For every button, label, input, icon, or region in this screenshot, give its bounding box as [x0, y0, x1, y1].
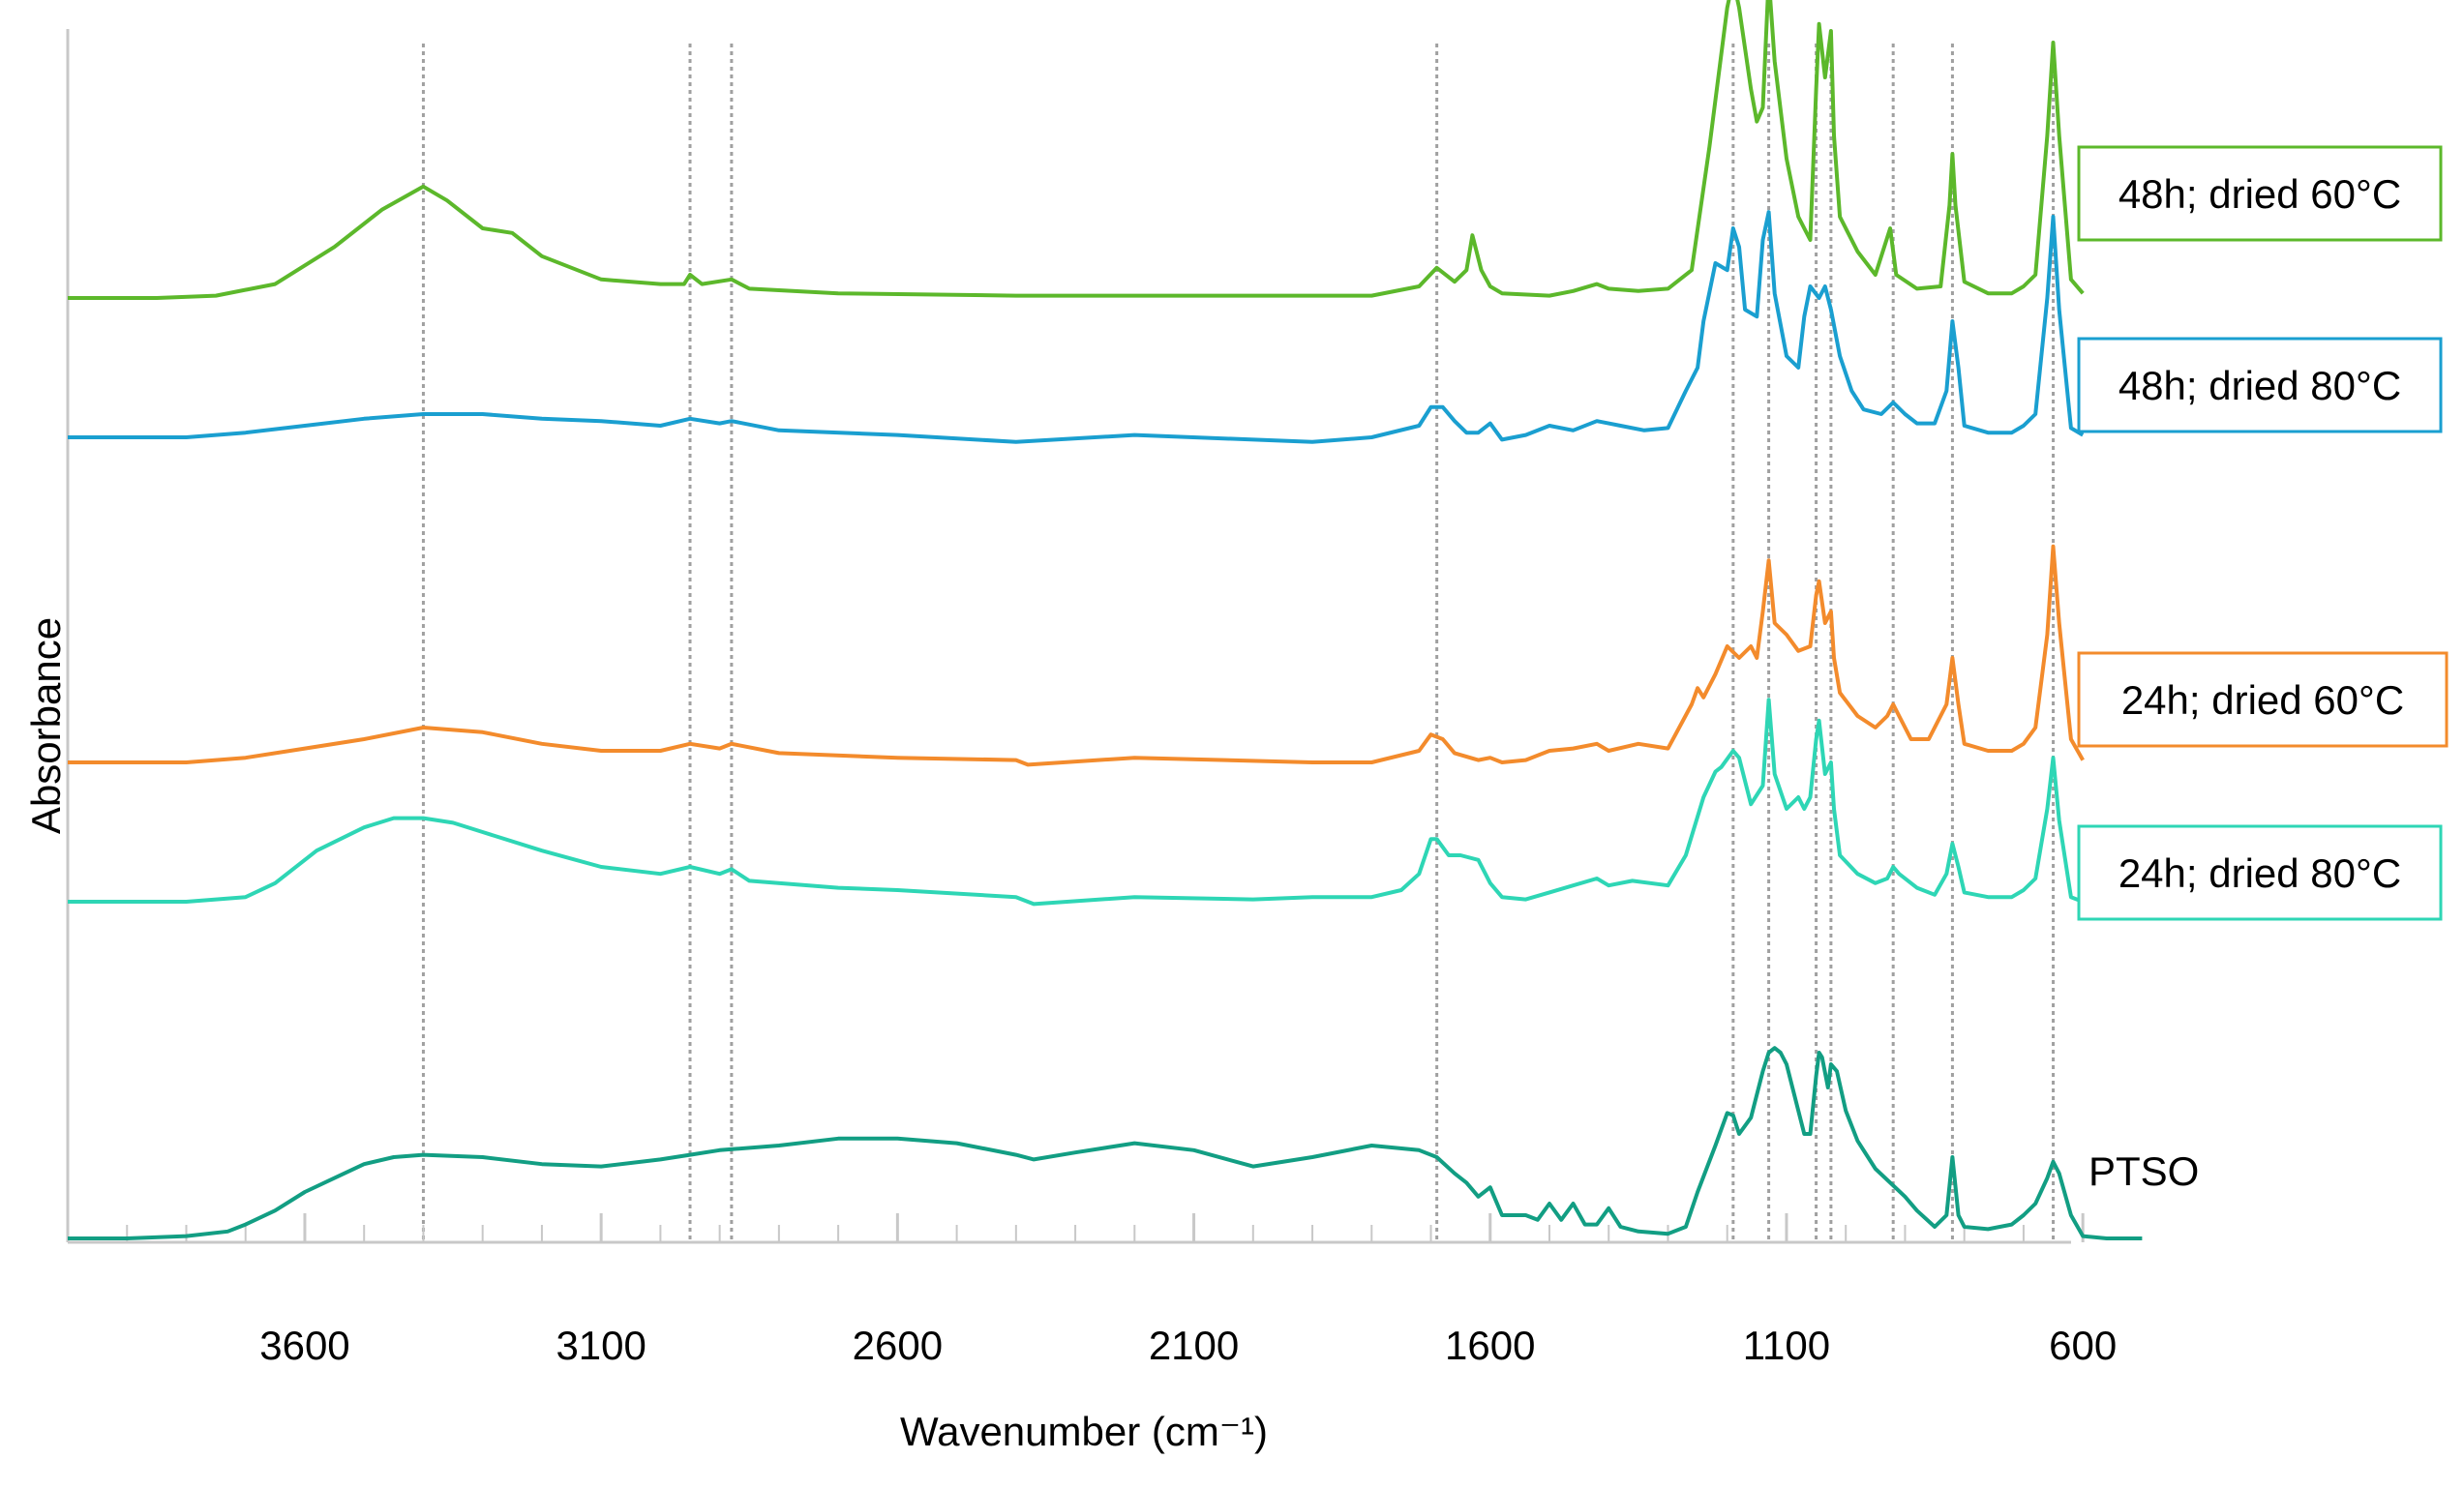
- legend-box: [2077, 651, 2449, 748]
- axes: [66, 29, 2071, 1244]
- x-tick-label: 3100: [556, 1323, 646, 1368]
- legend-label: 48h; dried 60°C: [2118, 171, 2401, 217]
- x-tick-label: 2600: [853, 1323, 943, 1368]
- series-line: [68, 544, 2085, 767]
- x-tick-label: 1100: [1743, 1323, 1830, 1368]
- legend-label: 48h; dried 80°C: [2118, 363, 2401, 408]
- series-line: [68, 698, 2084, 907]
- legend-box: [2077, 145, 2443, 242]
- x-tick-label: 3600: [259, 1323, 349, 1368]
- legend-label: PTSO: [2088, 1148, 2199, 1194]
- legend-label: 24h; dried 80°C: [2118, 850, 2401, 896]
- legend-box: [2077, 824, 2443, 921]
- x-tick-labels: 3600 3100 2600 2100 1600 1100 600: [259, 1323, 2117, 1368]
- x-tick-label: 600: [2049, 1323, 2117, 1368]
- x-tick-label: 1600: [1445, 1323, 1535, 1368]
- legend-box: [2077, 337, 2443, 433]
- x-tick-label: 2100: [1149, 1323, 1239, 1368]
- x-ticks: [126, 1213, 2085, 1242]
- reference-lines: [421, 44, 2056, 1242]
- y-axis-title: Absorbance: [23, 617, 69, 834]
- series-lines: [68, 0, 2143, 1240]
- legend: 48h; dried 60°C 48h; dried 80°C 24h; dried…: [2077, 145, 2449, 1194]
- series-line: [68, 0, 2085, 300]
- series-line: [68, 1046, 2143, 1240]
- legend-label: 24h; dried 60°C: [2121, 677, 2404, 723]
- series-line: [68, 210, 2085, 444]
- x-axis-title: Wavenumber (cm⁻¹): [900, 1409, 1268, 1454]
